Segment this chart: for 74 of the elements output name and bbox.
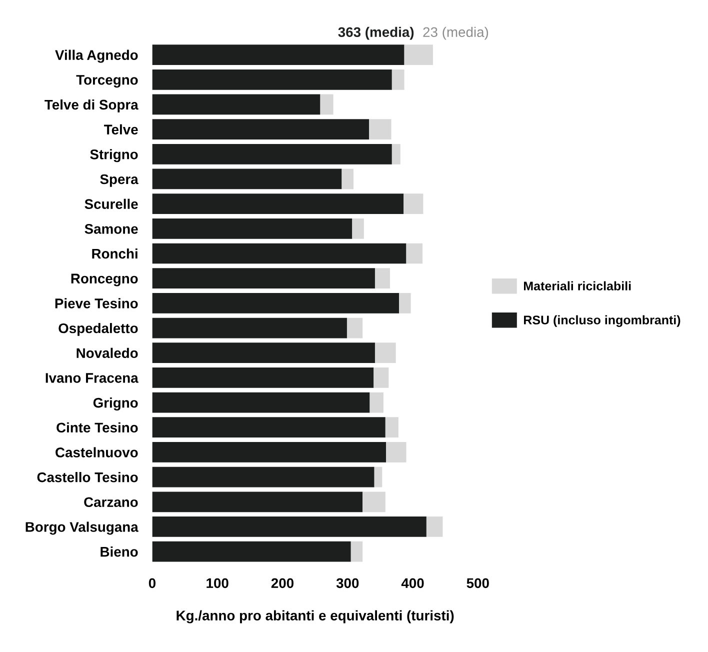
bar (385, 417, 398, 438)
y-tick-label: Ronchi (92, 248, 138, 259)
bar (374, 342, 396, 364)
y-tick-label: Grigno (93, 398, 138, 411)
bar (406, 243, 423, 264)
y-tick-label: Castelnuovo (56, 447, 138, 458)
bar (374, 368, 389, 388)
bar (152, 44, 404, 65)
y-tick-label: Spera (100, 174, 138, 187)
y-tick-label: Borgo Valsugana (26, 522, 138, 535)
y-tick-label: Telve (104, 124, 138, 134)
bar (404, 194, 424, 214)
bar (426, 516, 443, 537)
bar (152, 392, 370, 413)
bar (374, 466, 382, 488)
bar (392, 144, 400, 164)
y-tick-label: Ivano Fracena (46, 373, 138, 383)
legend-label: RSU (incluso ingombranti) (524, 315, 680, 327)
y-tick-label: Scurelle (84, 198, 138, 209)
bar (152, 119, 370, 140)
y-tick-label: Novaledo (76, 348, 138, 358)
y-tick-label: Villa Agnedo (55, 50, 138, 63)
y-tick-label: Castello Tesino (37, 472, 138, 482)
bar (152, 318, 347, 338)
text: 23 (media) (423, 26, 488, 40)
bar (352, 218, 364, 239)
y-tick-label: Carzano (84, 497, 138, 508)
y-tick-label: Cinte Tesino (56, 422, 138, 433)
bar (152, 466, 374, 488)
x-tick-label: 500 (466, 578, 489, 588)
bar (152, 342, 375, 364)
x-tick-label: 200 (271, 578, 294, 588)
x-tick-label: 300 (336, 578, 359, 588)
bar (152, 243, 406, 264)
x-tick-label: 400 (401, 578, 424, 588)
bar (392, 69, 404, 90)
x-axis-title: Kg./anno pro abitanti e equivalenti (turisti) (176, 610, 454, 624)
bar (362, 492, 386, 512)
bar (370, 392, 384, 413)
y-tick-label: Telve di Sopra (44, 99, 138, 112)
x-tick-label: 0 (148, 578, 156, 588)
bar (320, 94, 334, 115)
x-tick-label: 100 (206, 578, 228, 588)
bar (152, 541, 351, 562)
y-tick-label: Pieve Tesino (55, 298, 138, 308)
bar (350, 541, 363, 562)
bar (342, 168, 354, 190)
y-tick-label: Bieno (100, 546, 138, 557)
bar (152, 417, 386, 438)
bar (152, 69, 392, 90)
bar (152, 218, 352, 239)
bar (369, 119, 392, 140)
bar (152, 144, 392, 164)
y-tick-label: Strigno (90, 149, 138, 162)
bar (152, 268, 375, 289)
bar (404, 44, 433, 65)
bar (152, 492, 363, 512)
bar (152, 168, 342, 190)
bar (374, 268, 390, 289)
bar (152, 194, 404, 214)
bar (399, 292, 411, 314)
bar (152, 516, 426, 537)
bar (152, 368, 374, 388)
bar (152, 94, 320, 115)
bar (152, 442, 386, 462)
y-tick-label: Samone (84, 224, 138, 234)
legend-label: Materiali riciclabili (524, 281, 631, 290)
y-tick-label: Ospedaletto (58, 322, 138, 336)
y-tick-label: Torcegno (76, 75, 138, 88)
bar (152, 292, 400, 314)
text: 363 (media) (338, 26, 414, 40)
bar (346, 318, 363, 338)
y-tick-label: Roncegno (71, 274, 138, 286)
bar (386, 442, 406, 462)
